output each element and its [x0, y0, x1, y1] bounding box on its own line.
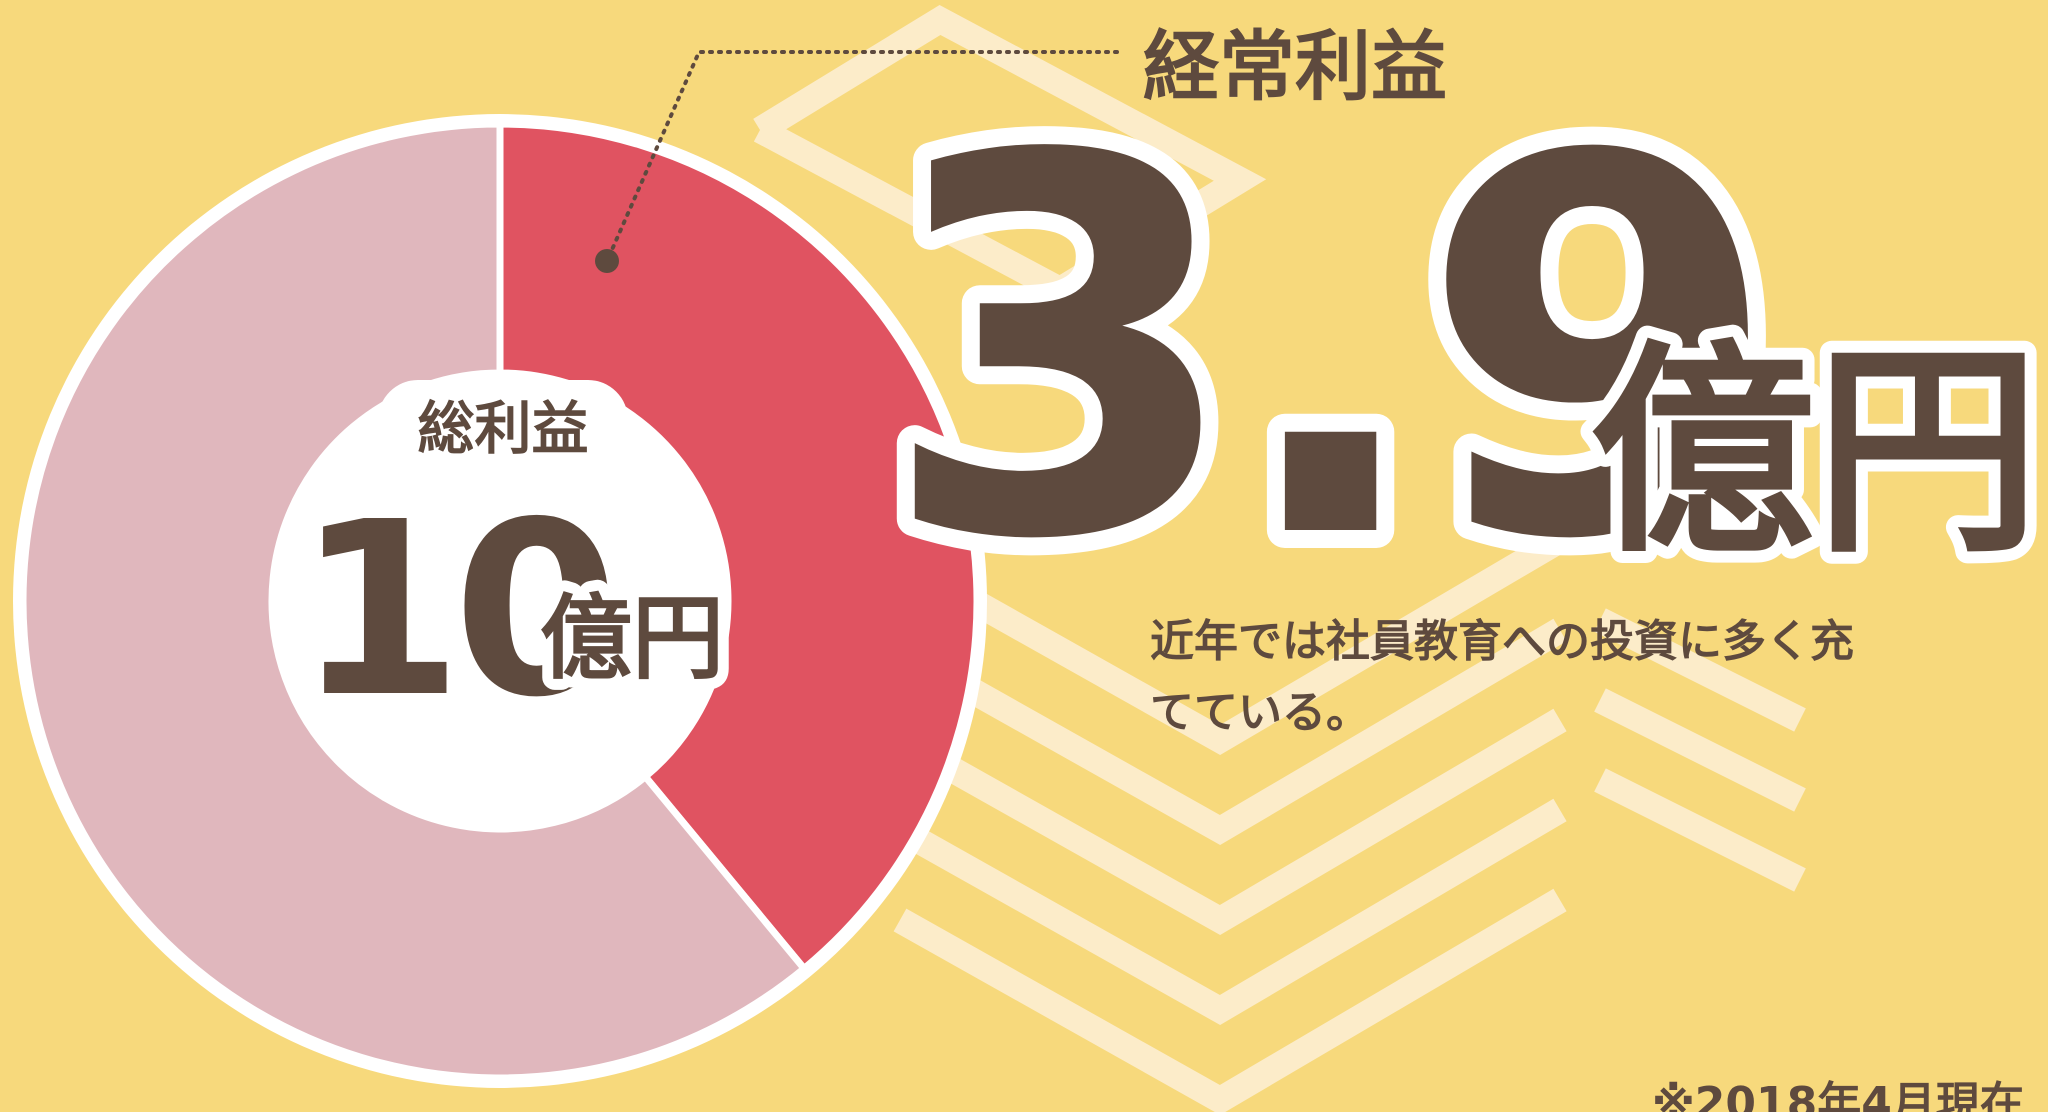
total-label: 総利益	[418, 396, 589, 462]
description-line: 近年では社員教育への投資に多く充	[1150, 616, 1854, 667]
donut-segment	[19, 120, 808, 1082]
deco-stack	[893, 618, 1567, 845]
donut-chart	[13, 114, 987, 1088]
donut-segment	[496, 120, 981, 973]
leader-dot	[595, 249, 619, 273]
deco-stack	[753, 5, 1267, 305]
deco-stack	[893, 528, 1567, 755]
deco-stack	[1594, 688, 1806, 812]
deco-stack	[1594, 768, 1806, 892]
segment-unit: 億円	[1590, 322, 2040, 584]
deco-stack	[893, 888, 1567, 1112]
footnote: ※2018年4月現在	[1652, 1078, 2024, 1112]
description-line: てている。	[1150, 687, 1370, 738]
total-unit: 億円	[540, 585, 724, 692]
background-decoration	[753, 5, 1806, 1112]
segment-label: 経常利益	[1143, 22, 1447, 111]
total-value: 10	[296, 470, 610, 750]
total-label-pill	[378, 380, 628, 476]
deco-stack	[1594, 608, 1806, 732]
leader	[595, 50, 1119, 273]
deco-stack	[893, 798, 1567, 1025]
segment-value: 3.9	[880, 47, 1771, 653]
leader-line	[605, 50, 1119, 263]
deco-stack	[893, 708, 1567, 935]
